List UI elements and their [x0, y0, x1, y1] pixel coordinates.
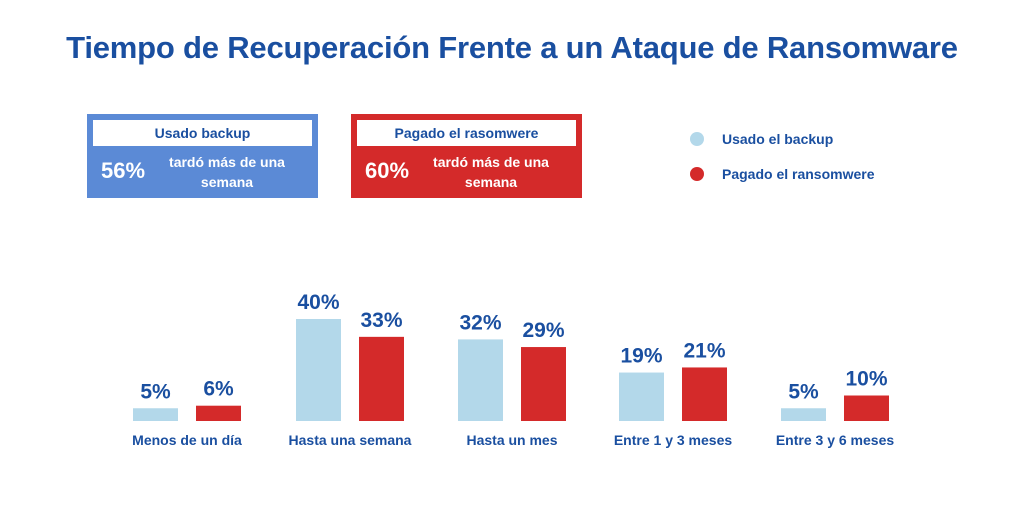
bar-usado-el-backup-menos-de-un-dia — [133, 408, 178, 421]
data-label-usado-el-backup-menos-de-un-dia: 5% — [140, 380, 171, 403]
data-label-usado-el-backup-hasta-una-semana: 40% — [297, 291, 339, 314]
category-label-hasta-una-semana: Hasta una semana — [289, 432, 412, 448]
bar-pagado-el-ransomwere-hasta-un-mes — [521, 347, 566, 421]
legend-backup-dot-icon — [690, 132, 704, 146]
data-label-pagado-el-ransomwere-entre-1-y-3-meses: 21% — [683, 339, 725, 362]
ransom-card-text: tardó más de una semana — [433, 154, 549, 190]
data-label-usado-el-backup-entre-1-y-3-meses: 19% — [620, 345, 662, 368]
backup-card-text: tardó más de una semana — [169, 154, 285, 190]
bar-chart: 5% 6% Menos de un día 40% 33% Hasta una seman… — [132, 291, 895, 448]
bar-usado-el-backup-hasta-una-semana — [296, 319, 341, 421]
bar-pagado-el-ransomwere-entre-1-y-3-meses — [682, 367, 727, 421]
bar-pagado-el-ransomwere-hasta-una-semana — [359, 336, 404, 421]
bar-pagado-el-ransomwere-entre-3-y-6-meses — [844, 395, 889, 421]
backup-summary-card: Usado backup 56% tardó más de una semana — [87, 114, 318, 198]
data-label-pagado-el-ransomwere-hasta-un-mes: 29% — [522, 319, 564, 342]
data-label-pagado-el-ransomwere-hasta-una-semana: 33% — [360, 309, 402, 332]
data-label-usado-el-backup-entre-3-y-6-meses: 5% — [788, 380, 819, 403]
category-label-entre-1-y-3-meses: Entre 1 y 3 meses — [614, 432, 733, 448]
data-label-pagado-el-ransomwere-entre-3-y-6-meses: 10% — [845, 368, 887, 391]
backup-card-percent: 56% — [101, 158, 146, 183]
data-label-usado-el-backup-hasta-un-mes: 32% — [459, 311, 501, 334]
backup-card-heading: Usado backup — [93, 120, 312, 146]
chart-title: Tiempo de Recuperación Frente a un Ataqu… — [66, 30, 958, 65]
ransom-card-percent: 60% — [365, 158, 410, 183]
legend-ransom-dot-icon — [690, 167, 704, 181]
legend-ransom-label: Pagado el ransomwere — [722, 166, 875, 182]
bar-usado-el-backup-entre-1-y-3-meses — [619, 372, 664, 421]
ransom-summary-card: Pagado el rasomwere 60% tardó más de una… — [351, 114, 582, 198]
category-label-entre-3-y-6-meses: Entre 3 y 6 meses — [776, 432, 895, 448]
category-label-menos-de-un-dia: Menos de un día — [132, 432, 242, 448]
ransom-card-heading: Pagado el rasomwere — [357, 120, 576, 146]
category-label-hasta-un-mes: Hasta un mes — [466, 432, 557, 448]
bar-usado-el-backup-entre-3-y-6-meses — [781, 408, 826, 421]
bar-usado-el-backup-hasta-un-mes — [458, 339, 503, 421]
data-label-pagado-el-ransomwere-menos-de-un-dia: 6% — [203, 378, 234, 401]
legend-backup-label: Usado el backup — [722, 131, 834, 147]
bar-pagado-el-ransomwere-menos-de-un-dia — [196, 405, 241, 421]
